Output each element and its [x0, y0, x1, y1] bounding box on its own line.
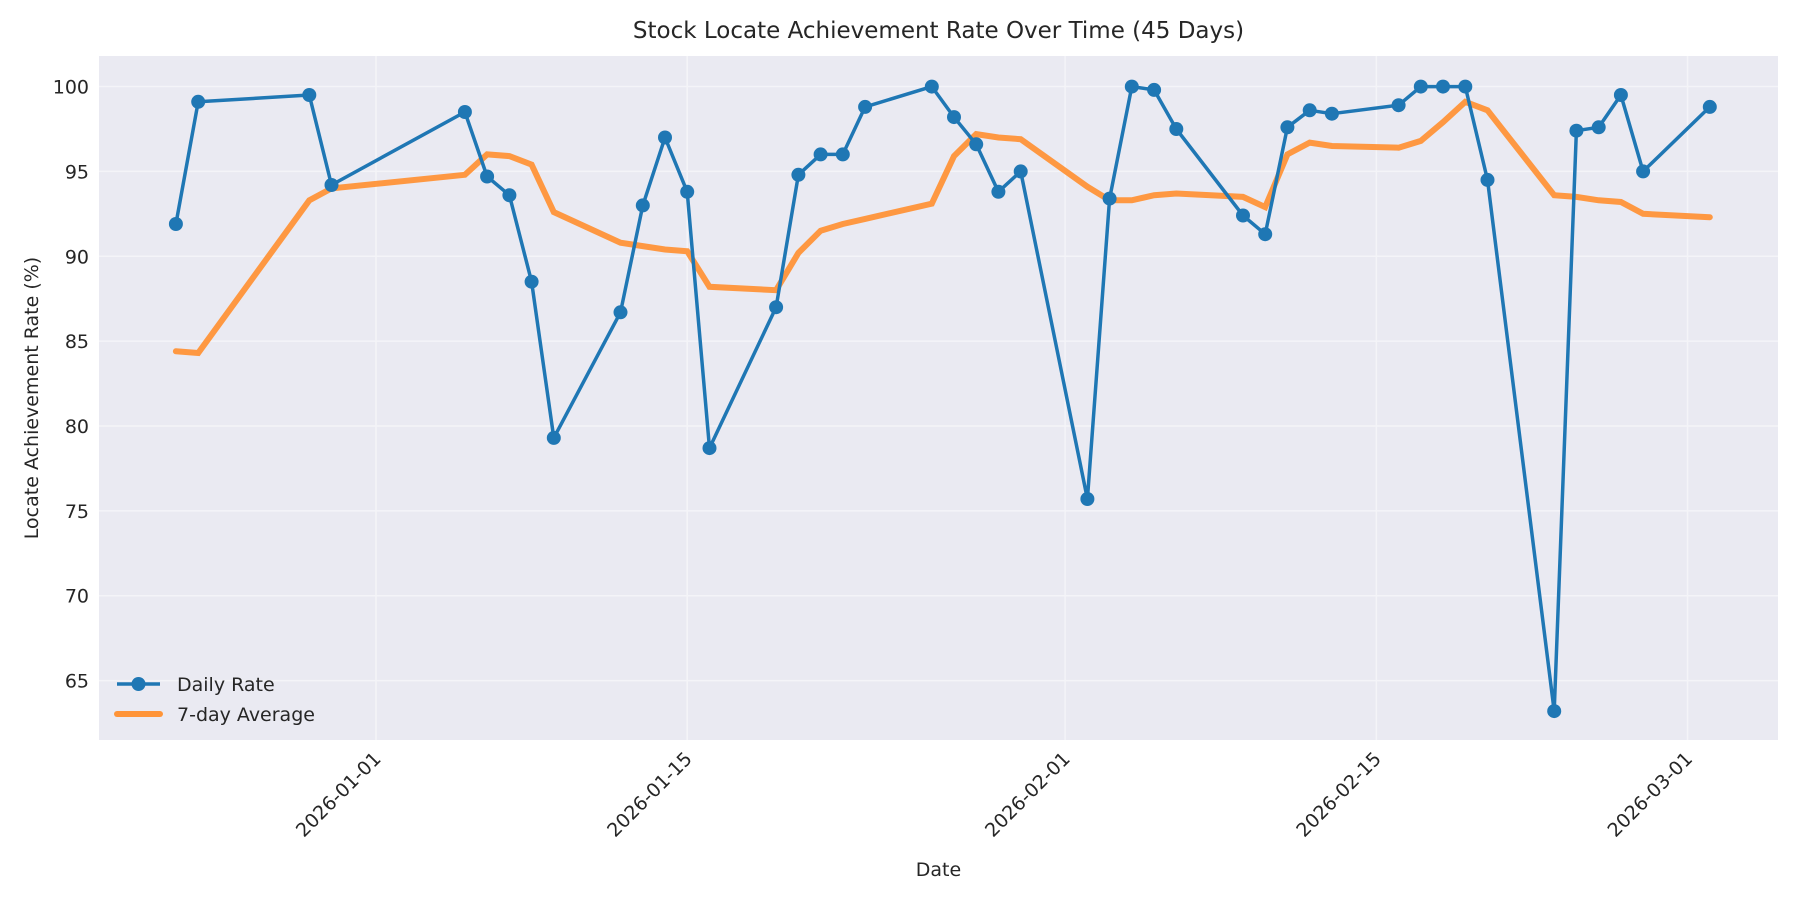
data-point-marker [457, 105, 472, 119]
data-point-marker [546, 430, 561, 445]
legend: Daily Rate 7-day Average [114, 674, 315, 726]
y-tick-label: 65 [65, 671, 89, 693]
data-point-marker [1013, 164, 1028, 179]
legend-daily-rate-marker-icon [131, 677, 146, 691]
x-axis-ticks: 2026-01-01 2026-01-15 2026-02-01 2026-02-15… [292, 748, 1697, 842]
y-tick-label: 100 [53, 77, 89, 99]
x-tick-label: 2026-02-15 [1292, 748, 1386, 842]
data-point-marker [191, 94, 206, 109]
data-point-marker [658, 130, 672, 145]
y-tick-label: 75 [65, 501, 89, 523]
data-point-marker [613, 305, 628, 320]
x-tick-label: 2026-01-01 [292, 748, 386, 842]
y-axis-label: Locate Achievement Rate (%) [21, 257, 43, 539]
data-point-marker [1636, 164, 1651, 179]
data-point-marker [1102, 191, 1117, 206]
plot-area [99, 56, 1778, 740]
data-point-marker [1436, 79, 1450, 94]
data-point-marker [858, 99, 873, 114]
data-point-marker [502, 188, 517, 203]
y-tick-label: 70 [65, 586, 89, 608]
y-tick-label: 80 [65, 416, 89, 438]
legend-7day-average-label: 7-day Average [177, 704, 315, 726]
data-point-marker [769, 300, 784, 315]
data-point-marker [1280, 120, 1295, 135]
legend-item-daily-rate: Daily Rate [117, 674, 275, 696]
chart-title: Stock Locate Achievement Rate Over Time … [632, 18, 1245, 44]
data-point-marker [1169, 122, 1184, 136]
data-point-marker [1258, 227, 1273, 242]
data-point-marker [1569, 123, 1584, 138]
data-point-marker [813, 147, 828, 162]
data-point-marker [1302, 103, 1317, 118]
data-point-marker [1458, 79, 1473, 94]
data-point-marker [1413, 79, 1428, 94]
data-point-marker [1236, 208, 1250, 223]
data-point-marker [1080, 492, 1095, 506]
average-line [172, 98, 1713, 357]
data-point-marker [947, 110, 961, 125]
data-point-marker [1124, 79, 1139, 94]
data-point-marker [924, 79, 939, 94]
y-axis-ticks: 65 70 75 80 85 90 95 100 [53, 77, 89, 693]
y-tick-label: 85 [65, 331, 89, 353]
data-point-marker [168, 217, 183, 231]
data-point-marker [1480, 172, 1495, 187]
series-7day-average [172, 98, 1713, 357]
data-point-marker [1547, 704, 1562, 719]
x-tick-label: 2026-03-01 [1603, 748, 1697, 842]
data-point-marker [702, 441, 717, 456]
data-point-marker [635, 198, 650, 213]
data-point-marker [1613, 88, 1628, 102]
y-tick-label: 95 [65, 161, 89, 183]
data-point-marker [680, 184, 695, 199]
data-point-marker [791, 167, 806, 182]
data-point-marker [1591, 120, 1606, 135]
data-point-marker [1324, 106, 1339, 121]
data-point-marker [302, 88, 317, 102]
data-point-marker [1702, 99, 1717, 114]
y-tick-label: 90 [65, 246, 89, 268]
legend-item-7day-average: 7-day Average [114, 704, 315, 726]
data-point-marker [1147, 82, 1162, 97]
x-axis-label: Date [916, 859, 961, 881]
x-tick-label: 2026-02-01 [981, 748, 1075, 842]
data-point-marker [969, 137, 984, 152]
x-tick-label: 2026-01-15 [603, 748, 697, 842]
series-daily-rate [168, 79, 1717, 719]
data-point-marker [1391, 98, 1406, 113]
data-point-marker [480, 169, 495, 184]
data-point-marker [324, 178, 339, 192]
data-point-marker [524, 274, 539, 289]
legend-daily-rate-label: Daily Rate [177, 674, 275, 696]
data-point-marker [835, 147, 850, 162]
data-point-marker [991, 184, 1006, 199]
